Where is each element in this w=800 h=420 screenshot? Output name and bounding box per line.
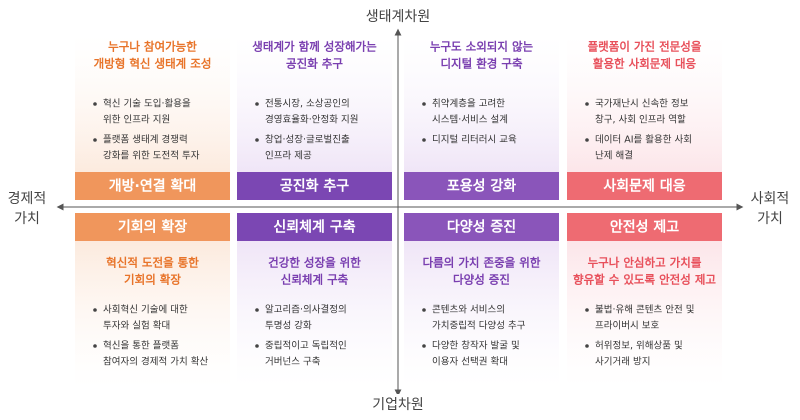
card-title: 혁신적 도전을 통한 bbox=[106, 256, 199, 270]
bullet-dot bbox=[255, 344, 259, 348]
card-label: 사회문제 대응 bbox=[603, 179, 685, 195]
card-label: 신뢰체계 구축 bbox=[273, 220, 355, 236]
axis-right: 가치 bbox=[757, 211, 783, 227]
axis-left: 가치 bbox=[14, 211, 40, 227]
card-label: 다양성 증진 bbox=[447, 219, 516, 236]
card-title: 향유할 수 있도록 안전성 제고 bbox=[573, 273, 716, 287]
bullet-text: 거버넌스 구축 bbox=[265, 357, 321, 368]
card-label: 안전성 제고 bbox=[610, 219, 679, 236]
bullet-text: 사기거래 방지 bbox=[595, 357, 650, 368]
card-background bbox=[75, 213, 230, 388]
card-title: 다름의 가치 존중을 위한 bbox=[423, 256, 541, 270]
bullet-text: 창구, 사회 인프라 역할 bbox=[595, 115, 686, 126]
card-title: 다양성 증진 bbox=[453, 273, 510, 287]
bullet-dot bbox=[93, 344, 97, 348]
bullet-dot bbox=[422, 102, 426, 106]
card-label-box bbox=[567, 172, 722, 200]
bullet-dot bbox=[422, 344, 426, 348]
card-label: 포용성 강화 bbox=[447, 178, 516, 195]
card-label-box bbox=[237, 172, 392, 200]
bullet-text: 알고리즘·의사결정의 bbox=[265, 305, 347, 316]
card-title: 건강한 성장을 위한 bbox=[268, 256, 361, 270]
card-title: 활용한 사회문제 대응 bbox=[593, 57, 697, 71]
bullet-text: 불법·유해 콘텐츠 안전 및 bbox=[595, 304, 695, 316]
bullet-text: 이용자 선택권 확대 bbox=[432, 356, 508, 368]
bullet-dot bbox=[585, 344, 589, 348]
bullet-text: 시스템·서비스 설계 bbox=[432, 114, 508, 126]
bullet-dot bbox=[255, 102, 259, 106]
card-label-box bbox=[237, 213, 392, 241]
bullet-text: 혁신을 통한 플랫폼 bbox=[103, 341, 179, 352]
bullet-dot bbox=[93, 102, 97, 106]
bullet-text: 전통시장, 소상공인의 bbox=[265, 99, 350, 110]
card-background bbox=[237, 213, 392, 388]
card-label: 개방·연결 확대 bbox=[109, 178, 196, 195]
bullet-text: 허위정보, 위해상품 및 bbox=[595, 340, 683, 352]
bullet-text: 중립적이고 독립적인 bbox=[265, 340, 347, 352]
card-label: 공진화 추구 bbox=[280, 178, 349, 195]
bullet-text: 참여자의 경제적 가치 확산 bbox=[103, 356, 208, 368]
bullet-text: 플랫폼 생태계 경쟁력 bbox=[103, 134, 188, 146]
bullet-text: 다양한 창작자 발굴 및 bbox=[432, 340, 520, 352]
bullet-dot bbox=[93, 308, 97, 312]
card-label-box bbox=[567, 213, 722, 241]
card-background bbox=[404, 213, 559, 388]
bullet-dot bbox=[255, 138, 259, 142]
card-title: 생태계가 함께 성장해가는 bbox=[252, 40, 377, 54]
bullet-text: 콘텐츠와 서비스의 bbox=[432, 304, 505, 316]
bullet-text: 투자와 실험 확대 bbox=[103, 320, 170, 332]
bullet-dot bbox=[585, 102, 589, 106]
bullet-dot bbox=[585, 138, 589, 142]
card-title: 누구나 안심하고 가치를 bbox=[588, 256, 702, 270]
bullet-text: 디지털 리터러시 교육 bbox=[432, 134, 517, 146]
bullet-text: 국가재난시 신속한 정보 bbox=[595, 99, 689, 110]
bullet-dot bbox=[585, 308, 589, 312]
bullet-text: 취약계층을 고려한 bbox=[432, 98, 505, 110]
bullet-dot bbox=[93, 138, 97, 142]
axis-top: 생태계차원 bbox=[366, 9, 430, 25]
card-label: 기회의 확장 bbox=[118, 219, 187, 236]
card-label-box bbox=[75, 172, 230, 200]
axis-left: 경제적 bbox=[8, 191, 47, 207]
bullet-text: 위한 인프라 지원 bbox=[103, 114, 170, 126]
bullet-text: 강화를 위한 도전적 투자 bbox=[103, 150, 200, 162]
bullet-text: 프라이버시 보호 bbox=[595, 321, 659, 332]
bullet-text: 사회혁신 기술에 대한 bbox=[103, 305, 188, 316]
card-title: 신뢰체계 구축 bbox=[281, 273, 349, 287]
axis-right: 사회적 bbox=[751, 191, 790, 207]
bullet-dot bbox=[422, 138, 426, 142]
bullet-text: 혁신 기술 도입·활용을 bbox=[103, 98, 191, 110]
bullet-text: 가치중립적 다양성 추구 bbox=[432, 320, 526, 332]
card-label-box bbox=[404, 172, 559, 200]
bullet-text: 인프라 제공 bbox=[265, 151, 312, 162]
bullet-text: 투명성 강화 bbox=[265, 321, 312, 332]
bullet-dot bbox=[255, 308, 259, 312]
card-title: 플랫폼이 가진 전문성을 bbox=[588, 40, 702, 54]
card-label-box bbox=[404, 213, 559, 241]
card-title: 개방형 혁신 생태계 조성 bbox=[94, 57, 212, 71]
bullet-text: 데이터 AI를 활용한 사회 bbox=[595, 134, 692, 146]
axis-label-bg bbox=[360, 394, 436, 416]
card-title: 공진화 추구 bbox=[286, 57, 343, 71]
bullet-dot bbox=[422, 308, 426, 312]
card-title: 디지털 환경 구축 bbox=[440, 57, 522, 71]
axis-label-bg bbox=[350, 6, 446, 28]
bullet-text: 창업·성장·글로벌진출 bbox=[265, 134, 350, 146]
card-title: 기회의 확장 bbox=[124, 273, 181, 287]
card-background bbox=[567, 213, 722, 388]
bullet-text: 난제 해결 bbox=[595, 150, 633, 162]
axis-bottom: 기업차원 bbox=[372, 397, 424, 413]
card-label-box bbox=[75, 213, 230, 241]
card-title: 누구도 소외되지 않는 bbox=[430, 40, 534, 54]
bullet-text: 경영효율화·안정화 지원 bbox=[265, 114, 358, 126]
card-title: 누구나 참여가능한 bbox=[108, 40, 197, 54]
